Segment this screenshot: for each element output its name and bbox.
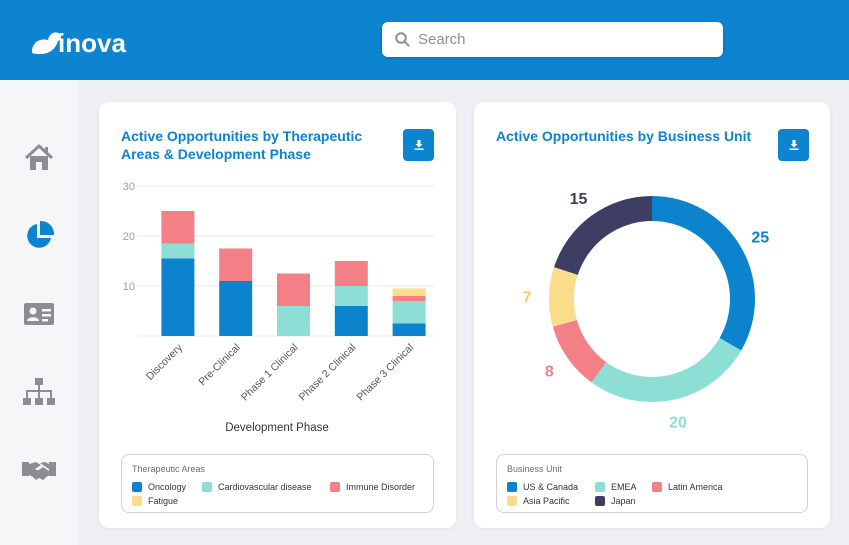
bar-segment — [392, 301, 426, 324]
bar-segment — [161, 258, 195, 336]
legend-item-emea[interactable]: EMEA — [595, 482, 637, 492]
legend-swatch — [132, 482, 142, 492]
download-button[interactable] — [403, 129, 434, 161]
bar-segment — [219, 248, 253, 281]
sidebar-item-contacts[interactable] — [19, 296, 59, 332]
bar-segment — [219, 281, 253, 336]
legend-swatch — [202, 482, 212, 492]
slice-value-label: 20 — [669, 414, 687, 431]
x-tick-label: Phase 1 Clinical — [239, 342, 301, 404]
top-bar: inova — [0, 0, 849, 80]
x-tick-label: Discovery — [144, 341, 186, 383]
x-tick-label: Pre-Clinical — [196, 342, 242, 388]
y-tick-label: 10 — [123, 281, 135, 293]
bar-segment — [277, 273, 310, 306]
legend-item-immune-disorder[interactable]: Immune Disorder — [330, 482, 415, 492]
legend-label: Immune Disorder — [346, 482, 416, 492]
slice-value-label: 8 — [545, 363, 554, 380]
download-button[interactable] — [778, 129, 809, 161]
search-input[interactable] — [418, 22, 708, 57]
legend-label: Oncology — [148, 482, 187, 492]
search-icon — [395, 32, 410, 47]
home-icon — [24, 144, 54, 170]
legend-label: Asia Pacific — [523, 496, 570, 506]
bar-segment — [161, 211, 195, 244]
org-chart-icon — [23, 378, 55, 405]
x-tick-label: Phase 3 Clinical — [354, 342, 416, 404]
legend-swatch — [507, 496, 517, 506]
legend-swatch — [595, 482, 605, 492]
sidebar-item-organization[interactable] — [19, 374, 59, 410]
legend-item-cardiovascular[interactable]: Cardiovascular disease — [202, 482, 312, 492]
bar-segment — [277, 306, 310, 336]
legend-label: Cardiovascular disease — [218, 482, 312, 492]
legend-item-asia-pacific[interactable]: Asia Pacific — [507, 496, 570, 506]
bar-segment — [334, 261, 368, 286]
bar-segment — [392, 323, 426, 336]
brand-name: inova — [58, 28, 126, 58]
donut-slice — [552, 319, 607, 383]
business-unit-card: Active Opportunities by Business Unit 25… — [474, 102, 830, 528]
legend-item-japan[interactable]: Japan — [595, 496, 636, 506]
bar-segment — [392, 288, 426, 296]
donut-chart: 25 20 8 7 15 — [523, 191, 770, 431]
donut-slice — [652, 196, 755, 351]
sidebar-item-analytics[interactable] — [19, 218, 59, 254]
legend-item-fatigue[interactable]: Fatigue — [132, 496, 178, 506]
legend-label: US & Canada — [523, 482, 579, 492]
donut-slice — [591, 338, 742, 402]
legend-swatch — [652, 482, 662, 492]
therapeutic-areas-card: Active Opportunities by Therapeutic Area… — [99, 102, 456, 528]
legend-title: Therapeutic Areas — [132, 464, 206, 474]
x-axis-label: Development Phase — [225, 422, 329, 434]
slice-value-label: 15 — [570, 191, 588, 208]
sidebar — [0, 80, 78, 545]
bar-segment — [334, 306, 368, 336]
y-tick-label: 30 — [123, 181, 135, 193]
handshake-icon — [22, 462, 56, 480]
card-title: Active Opportunities by Therapeutic Area… — [121, 128, 363, 162]
legend-label: Fatigue — [148, 496, 179, 506]
slice-value-label: 25 — [751, 230, 769, 247]
legend-item-latin-america[interactable]: Latin America — [652, 482, 723, 492]
legend-swatch — [595, 496, 605, 506]
legend-label: Latin America — [668, 482, 723, 492]
bar-segment — [334, 286, 368, 306]
x-tick-label: Phase 2 Clinical — [297, 342, 359, 404]
y-tick-label: 20 — [123, 231, 135, 243]
donut-slice — [549, 267, 578, 327]
bar-segment — [161, 243, 195, 259]
legend-label: EMEA — [611, 482, 637, 492]
sidebar-item-home[interactable] — [19, 140, 59, 176]
id-card-icon — [24, 303, 54, 325]
search-box[interactable] — [382, 22, 723, 57]
legend-swatch — [330, 482, 340, 492]
legend-swatch — [132, 496, 142, 506]
legend-swatch — [507, 482, 517, 492]
chart-legend: Business Unit US & Canada EMEA Latin Ame… — [496, 454, 808, 513]
slice-value-label: 7 — [523, 289, 532, 306]
download-icon — [789, 140, 798, 150]
donut-slice — [554, 196, 652, 275]
card-title: Active Opportunities by Business Unit — [496, 128, 752, 144]
chart-legend: Therapeutic Areas Oncology Cardiovascula… — [121, 454, 434, 513]
legend-title: Business Unit — [507, 464, 563, 474]
pie-chart-icon — [27, 220, 55, 248]
download-icon — [414, 140, 423, 150]
brand-logo[interactable]: inova — [26, 18, 136, 62]
legend-label: Japan — [611, 496, 636, 506]
legend-item-oncology[interactable]: Oncology — [132, 482, 186, 492]
legend-item-us-canada[interactable]: US & Canada — [507, 482, 578, 492]
sidebar-item-partnerships[interactable] — [19, 452, 59, 488]
bar-segment — [392, 296, 426, 301]
